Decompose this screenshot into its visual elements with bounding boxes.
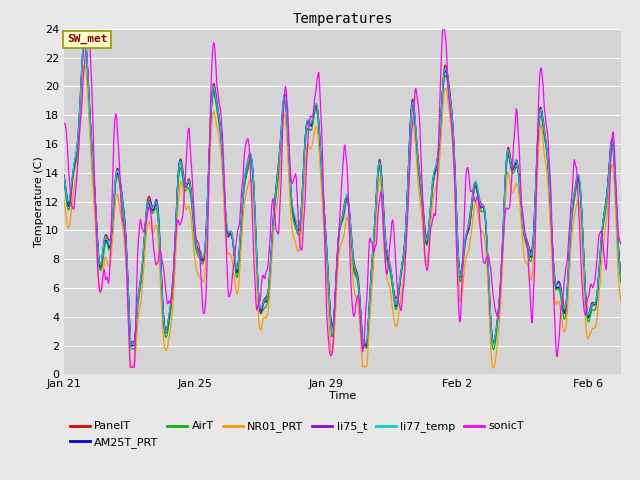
Title: Temperatures: Temperatures [292,12,393,26]
Text: SW_met: SW_met [67,34,108,44]
Legend: PanelT, AM25T_PRT, AirT, NR01_PRT, li75_t, li77_temp, sonicT: PanelT, AM25T_PRT, AirT, NR01_PRT, li75_… [70,421,525,448]
Y-axis label: Temperature (C): Temperature (C) [33,156,44,247]
X-axis label: Time: Time [329,391,356,401]
